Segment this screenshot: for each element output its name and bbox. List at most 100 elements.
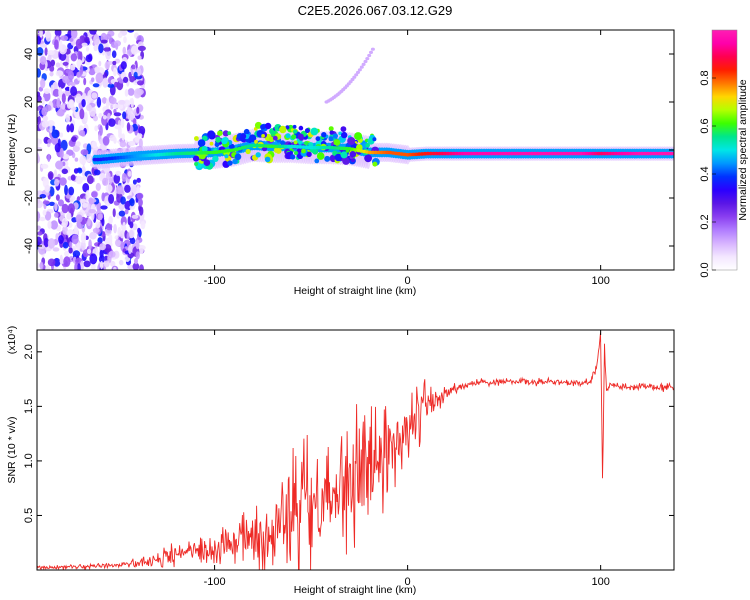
noise-speckle bbox=[37, 236, 42, 247]
noise-speckle bbox=[47, 220, 52, 229]
noise-speckle bbox=[48, 201, 56, 206]
noise-speckle bbox=[37, 146, 43, 152]
noise-speckle bbox=[88, 239, 92, 251]
noise-speckle bbox=[58, 87, 63, 98]
noise-speckle bbox=[80, 232, 87, 244]
noise-speckle bbox=[124, 209, 129, 215]
noise-speckle bbox=[74, 262, 78, 270]
noise-speckle bbox=[68, 247, 73, 254]
ridge-blob bbox=[215, 136, 222, 143]
ridge-blob bbox=[296, 148, 302, 154]
ridge-blob bbox=[334, 153, 343, 162]
noise-speckle bbox=[58, 235, 64, 244]
noise-speckle bbox=[55, 233, 59, 240]
noise-speckle bbox=[136, 80, 145, 86]
ridge-blob bbox=[350, 158, 356, 163]
chirp-mark bbox=[356, 70, 360, 74]
noise-speckle bbox=[69, 123, 75, 133]
ridge-blob bbox=[329, 130, 334, 135]
noise-speckle bbox=[41, 107, 48, 117]
noise-speckle bbox=[127, 170, 132, 177]
noise-speckle bbox=[56, 97, 61, 109]
noise-speckle bbox=[79, 130, 86, 137]
noise-speckle bbox=[118, 132, 123, 139]
noise-speckle bbox=[52, 247, 60, 252]
noise-speckle bbox=[64, 184, 68, 196]
noise-speckle bbox=[43, 88, 51, 94]
noise-speckle bbox=[80, 64, 84, 76]
noise-speckle bbox=[37, 36, 42, 45]
noise-speckle bbox=[118, 103, 124, 110]
noise-speckle bbox=[60, 139, 68, 151]
noise-speckle bbox=[102, 115, 107, 120]
noise-speckle bbox=[88, 209, 97, 214]
noise-speckle bbox=[59, 177, 67, 186]
noise-speckle bbox=[45, 265, 50, 270]
noise-speckle bbox=[126, 106, 132, 116]
noise-speckle bbox=[122, 221, 126, 231]
ridge-blob bbox=[333, 139, 341, 146]
noise-speckle bbox=[101, 192, 105, 202]
noise-speckle bbox=[82, 202, 88, 208]
x-tick-label: -100 bbox=[204, 275, 226, 287]
ridge-blob bbox=[349, 150, 357, 158]
noise-speckle bbox=[66, 229, 75, 236]
noise-speckle bbox=[136, 185, 140, 194]
ridge-blob bbox=[298, 125, 304, 131]
y-tick-label: 1.5 bbox=[23, 399, 35, 414]
noise-speckle bbox=[79, 260, 84, 270]
noise-speckle bbox=[37, 138, 41, 144]
noise-speckle bbox=[138, 125, 146, 136]
noise-speckle bbox=[68, 81, 76, 87]
colorbar-label: Normalized spectral amplitude bbox=[737, 79, 749, 220]
chirp-mark bbox=[370, 47, 375, 51]
noise-speckle bbox=[59, 147, 64, 159]
ridge-blob bbox=[260, 124, 266, 130]
noise-speckle bbox=[75, 93, 82, 104]
noise-speckle bbox=[121, 133, 126, 141]
chirp-mark bbox=[350, 77, 355, 82]
noise-speckle bbox=[91, 92, 98, 99]
y-tick-label: 0.5 bbox=[23, 508, 35, 523]
noise-speckle bbox=[98, 60, 102, 67]
noise-speckle bbox=[113, 67, 117, 77]
ridge-blob bbox=[342, 157, 350, 165]
noise-speckle bbox=[133, 71, 138, 78]
noise-speckle bbox=[113, 173, 121, 184]
noise-speckle bbox=[47, 258, 56, 267]
noise-speckle bbox=[112, 208, 116, 218]
noise-speckle bbox=[54, 39, 59, 50]
noise-speckle bbox=[37, 225, 41, 231]
chirp-mark bbox=[367, 53, 372, 58]
noise-speckle bbox=[81, 99, 86, 108]
noise-speckle bbox=[83, 260, 91, 268]
noise-speckle bbox=[74, 224, 79, 236]
noise-speckle bbox=[85, 190, 90, 202]
noise-speckle bbox=[79, 155, 87, 165]
ridge-blob bbox=[254, 139, 258, 144]
noise-speckle bbox=[119, 230, 125, 239]
ridge-blob bbox=[217, 130, 223, 136]
noise-speckle bbox=[129, 198, 135, 207]
noise-speckle bbox=[55, 70, 64, 77]
noise-speckle bbox=[136, 88, 144, 96]
noise-speckle bbox=[67, 203, 75, 214]
noise-speckle bbox=[98, 43, 104, 54]
noise-speckle bbox=[72, 144, 80, 153]
x-tick-label: 100 bbox=[591, 576, 609, 588]
chirp-mark bbox=[361, 62, 366, 66]
noise-speckle bbox=[67, 30, 72, 40]
noise-speckle bbox=[44, 211, 52, 221]
noise-speckle bbox=[84, 36, 90, 43]
noise-speckle bbox=[95, 221, 101, 229]
noise-speckle bbox=[105, 200, 110, 206]
noise-speckle bbox=[49, 124, 53, 134]
noise-speckle bbox=[37, 152, 40, 164]
noise-speckle bbox=[93, 34, 100, 46]
ridge-blob bbox=[280, 140, 286, 146]
noise-speckle bbox=[114, 124, 122, 130]
noise-speckle bbox=[39, 216, 46, 222]
ridge-core bbox=[671, 151, 674, 156]
noise-speckle bbox=[124, 89, 129, 97]
ridge-blob bbox=[304, 128, 310, 134]
